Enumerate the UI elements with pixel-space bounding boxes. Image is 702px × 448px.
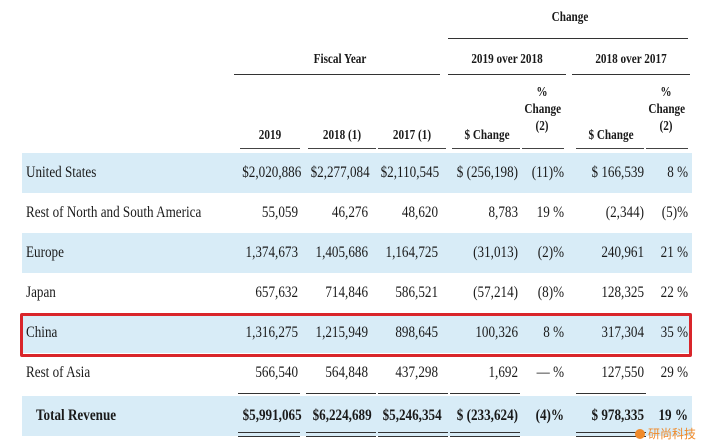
total-double-rule-2019 bbox=[238, 432, 300, 437]
rule-fiscal-year bbox=[234, 74, 440, 75]
header-2019-over-2018: 2019 over 2018 bbox=[471, 52, 543, 67]
cell-chg2: 317,304 bbox=[601, 324, 644, 341]
row-label: Europe bbox=[26, 244, 64, 261]
header-underline-pct1 bbox=[522, 148, 564, 149]
subtotal-rule-chg2 bbox=[576, 393, 646, 394]
row-label: Japan bbox=[26, 284, 56, 301]
cell-pct1: (4)% bbox=[535, 407, 564, 424]
watermark: 研尚科技 bbox=[634, 425, 696, 442]
cell-2017: 586,521 bbox=[395, 284, 438, 301]
cell-chg2: 127,550 bbox=[601, 364, 644, 381]
cell-pct2: 29 % bbox=[660, 364, 688, 381]
col-pct-change-2: % Change (2) bbox=[648, 85, 686, 134]
table-row-united-states: United States $2,020,886 $2,277,084 $2,1… bbox=[22, 153, 692, 193]
row-label: Total Revenue bbox=[36, 407, 117, 424]
cell-chg1: (31,013) bbox=[473, 244, 518, 261]
cell-2017: 1,164,725 bbox=[385, 244, 438, 261]
cell-2017: $2,110,545 bbox=[380, 164, 440, 181]
cell-chg2: (2,344) bbox=[605, 204, 644, 221]
watermark-text: 研尚科技 bbox=[647, 427, 696, 441]
cell-pct2: 8 % bbox=[667, 164, 688, 181]
cell-2019: 1,374,673 bbox=[245, 244, 298, 261]
cell-2017: $5,246,354 bbox=[382, 407, 442, 424]
cell-2018: 714,846 bbox=[325, 284, 368, 301]
col-2019: 2019 bbox=[258, 128, 282, 143]
rule-change bbox=[448, 38, 688, 39]
table-row-rest-of-americas: Rest of North and South America 55,059 4… bbox=[22, 193, 692, 233]
cell-pct1: 8 % bbox=[543, 324, 564, 341]
header-underline-2018 bbox=[308, 148, 376, 149]
cell-2017: 48,620 bbox=[401, 204, 438, 221]
row-label: Rest of North and South America bbox=[26, 204, 202, 221]
cell-2019: 1,316,275 bbox=[245, 324, 298, 341]
cell-2018: 1,405,686 bbox=[315, 244, 368, 261]
watermark-logo-icon bbox=[634, 429, 645, 439]
subtotal-rule-2019 bbox=[238, 393, 300, 394]
cell-2018: $2,277,084 bbox=[310, 164, 370, 181]
subtotal-rule-chg1 bbox=[450, 393, 520, 394]
total-double-rule-2018 bbox=[306, 432, 376, 437]
cell-chg1: $ (256,198) bbox=[456, 164, 518, 181]
col-dollar-change-1: $ Change bbox=[464, 128, 510, 143]
cell-2019: $2,020,886 bbox=[242, 164, 302, 181]
subtotal-rule-2018 bbox=[306, 393, 376, 394]
cell-pct2: 21 % bbox=[660, 244, 688, 261]
cell-pct2: 35 % bbox=[660, 324, 688, 341]
cell-2019: 566,540 bbox=[255, 364, 298, 381]
cell-chg2: 240,961 bbox=[601, 244, 644, 261]
header-underline-chg2 bbox=[576, 148, 644, 149]
col-pct-change-1: % Change (2) bbox=[524, 85, 562, 134]
cell-2018: 564,848 bbox=[325, 364, 368, 381]
header-underline-2017 bbox=[378, 148, 446, 149]
cell-2017: 898,645 bbox=[395, 324, 438, 341]
cell-pct1: (11)% bbox=[531, 164, 564, 181]
row-label: Rest of Asia bbox=[26, 364, 91, 381]
cell-2019: 657,632 bbox=[255, 284, 298, 301]
row-label: China bbox=[26, 324, 58, 341]
header-underline-chg1 bbox=[452, 148, 520, 149]
subtotal-rule-2017 bbox=[378, 393, 448, 394]
cell-2018: $6,224,689 bbox=[312, 407, 372, 424]
table-row-japan: Japan 657,632 714,846 586,521 (57,214) (… bbox=[22, 273, 692, 313]
cell-2019: 55,059 bbox=[261, 204, 298, 221]
cell-pct2: 22 % bbox=[660, 284, 688, 301]
col-dollar-change-2: $ Change bbox=[588, 128, 634, 143]
cell-pct1: — % bbox=[536, 364, 564, 381]
total-double-rule-chg2 bbox=[576, 432, 646, 437]
cell-pct2: (5)% bbox=[661, 204, 688, 221]
header-underline-2019 bbox=[240, 148, 300, 149]
cell-chg1: 8,783 bbox=[488, 204, 518, 221]
table-row-total-revenue: Total Revenue $5,991,065 $6,224,689 $5,2… bbox=[22, 396, 692, 436]
table-row-rest-of-asia: Rest of Asia 566,540 564,848 437,298 1,6… bbox=[22, 353, 692, 393]
header-fiscal-year: Fiscal Year bbox=[313, 52, 367, 67]
cell-pct1: (8)% bbox=[537, 284, 564, 301]
col-2018: 2018 (1) bbox=[322, 128, 362, 143]
table-row-china: China 1,316,275 1,215,949 898,645 100,32… bbox=[22, 313, 692, 353]
total-double-rule-2017 bbox=[378, 432, 448, 437]
cell-2018: 1,215,949 bbox=[315, 324, 368, 341]
header-2018-over-2017: 2018 over 2017 bbox=[595, 52, 667, 67]
cell-pct1: (2)% bbox=[537, 244, 564, 261]
total-double-rule-chg1 bbox=[450, 432, 520, 437]
china-highlight-box bbox=[20, 313, 692, 357]
cell-chg2: $ 166,539 bbox=[591, 164, 644, 181]
cell-2018: 46,276 bbox=[331, 204, 368, 221]
rule-2018-over-2017 bbox=[572, 74, 690, 75]
cell-chg1: (57,214) bbox=[473, 284, 518, 301]
row-label: United States bbox=[26, 164, 97, 181]
table-row-europe: Europe 1,374,673 1,405,686 1,164,725 (31… bbox=[22, 233, 692, 273]
cell-2017: 437,298 bbox=[395, 364, 438, 381]
header-change: Change bbox=[551, 10, 589, 25]
cell-pct1: 19 % bbox=[536, 204, 564, 221]
rule-2019-over-2018 bbox=[448, 74, 566, 75]
cell-chg1: $ (233,624) bbox=[456, 407, 518, 424]
cell-chg1: 100,326 bbox=[475, 324, 518, 341]
cell-chg2: $ 978,335 bbox=[591, 407, 644, 424]
col-2017: 2017 (1) bbox=[392, 128, 432, 143]
cell-pct2: 19 % bbox=[658, 407, 688, 424]
cell-chg1: 1,692 bbox=[488, 364, 518, 381]
cell-2019: $5,991,065 bbox=[242, 407, 302, 424]
cell-chg2: 128,325 bbox=[601, 284, 644, 301]
header-underline-pct2 bbox=[646, 148, 688, 149]
